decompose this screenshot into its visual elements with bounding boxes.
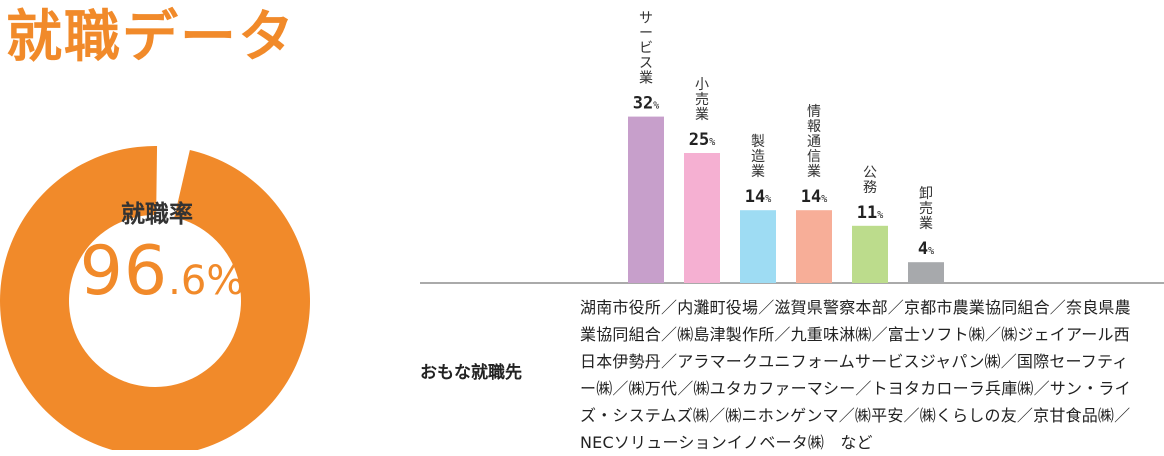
- bar-category-label: 情報通信業: [807, 104, 821, 180]
- bar-value-unit: %: [877, 210, 883, 221]
- bar-value-unit: %: [709, 137, 715, 148]
- page-title: 就職データ: [6, 5, 296, 70]
- donut-chart: [0, 146, 310, 450]
- employment-rate-value: 96.6%: [52, 232, 272, 311]
- companies-list: 湖南市役所／内灘町役場／滋賀県警察本部／京都市農業協同組合／奈良県農業協同組合／…: [580, 298, 1131, 452]
- bar-category-label: 製造業: [751, 134, 765, 180]
- donut-segment: [0, 146, 310, 450]
- bar-value-label: 32%: [633, 94, 660, 114]
- bar-value-label: 4%: [918, 239, 934, 259]
- bar-category-label: 小売業: [695, 77, 709, 123]
- bar-category-label: サービス業: [639, 11, 653, 87]
- bar: [740, 210, 776, 283]
- employment-rate-integer: 96: [79, 232, 169, 311]
- bar: [796, 210, 832, 283]
- employment-rate-donut: 就職率 96.6%: [0, 60, 310, 450]
- bar: [628, 116, 664, 283]
- bar-category-label: 公務: [863, 165, 877, 196]
- bar-value-label: 14%: [801, 187, 828, 207]
- bar-value-unit: %: [821, 194, 827, 205]
- bar: [908, 262, 944, 283]
- bar: [852, 225, 888, 283]
- bar-value-unit: %: [653, 101, 659, 112]
- bar-value-label: 11%: [857, 203, 884, 223]
- bar-value-label: 25%: [689, 130, 716, 150]
- industry-bar-chart: 32% サービス業 25% 小売業 14% 製造業 14% 情報通信業 11% 公務 4% 卸売業: [420, 11, 1164, 284]
- bar-value-unit: %: [765, 194, 771, 205]
- companies-label: おもな就職先: [420, 363, 522, 383]
- bar-category-label: 卸売業: [919, 186, 933, 232]
- bar-value-unit: %: [928, 246, 934, 257]
- employment-rate-label: 就職率: [121, 200, 193, 228]
- bar: [684, 153, 720, 283]
- bar-value-label: 14%: [745, 187, 772, 207]
- employment-rate-decimal: .6%: [168, 258, 245, 304]
